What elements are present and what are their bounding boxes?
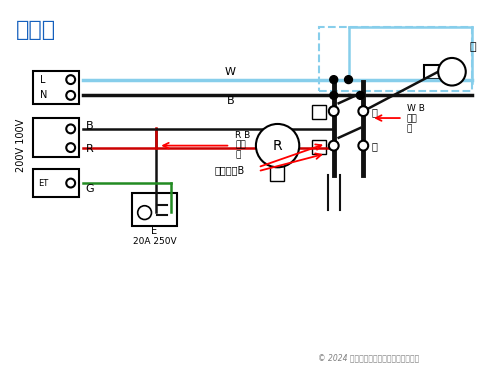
Text: N: N bbox=[40, 90, 48, 101]
FancyBboxPatch shape bbox=[424, 65, 452, 79]
Text: 複線図: 複線図 bbox=[16, 20, 56, 39]
Text: L: L bbox=[40, 75, 46, 85]
Circle shape bbox=[329, 106, 338, 116]
Text: W: W bbox=[225, 67, 236, 77]
FancyBboxPatch shape bbox=[312, 105, 326, 119]
Circle shape bbox=[358, 141, 368, 150]
Circle shape bbox=[330, 76, 338, 84]
Text: 可: 可 bbox=[406, 124, 412, 133]
Text: 可: 可 bbox=[235, 150, 240, 159]
Circle shape bbox=[330, 92, 338, 99]
Text: ロ: ロ bbox=[371, 142, 377, 152]
Text: G: G bbox=[86, 184, 94, 194]
Circle shape bbox=[66, 143, 75, 152]
Circle shape bbox=[358, 106, 368, 116]
Circle shape bbox=[344, 76, 352, 84]
Text: R: R bbox=[273, 139, 282, 153]
FancyBboxPatch shape bbox=[34, 118, 78, 158]
Text: E: E bbox=[152, 226, 158, 236]
FancyBboxPatch shape bbox=[132, 193, 177, 226]
Text: ET: ET bbox=[38, 178, 48, 188]
Text: わたり線B: わたり線B bbox=[214, 165, 245, 175]
Text: イ: イ bbox=[470, 42, 476, 52]
Text: B: B bbox=[86, 121, 93, 131]
Text: でも: でも bbox=[235, 141, 246, 150]
Text: B: B bbox=[226, 96, 234, 106]
FancyBboxPatch shape bbox=[34, 169, 78, 197]
Circle shape bbox=[356, 92, 364, 99]
FancyBboxPatch shape bbox=[34, 71, 78, 104]
Text: イ: イ bbox=[371, 107, 377, 117]
Circle shape bbox=[138, 206, 151, 219]
Text: 20A 250V: 20A 250V bbox=[132, 237, 176, 246]
Circle shape bbox=[256, 124, 300, 167]
Circle shape bbox=[438, 58, 466, 86]
Circle shape bbox=[66, 178, 75, 188]
Text: 200V 100V: 200V 100V bbox=[16, 119, 26, 172]
Circle shape bbox=[66, 75, 75, 84]
Text: R: R bbox=[86, 144, 93, 154]
FancyBboxPatch shape bbox=[312, 140, 326, 153]
FancyBboxPatch shape bbox=[270, 166, 284, 181]
Text: W B: W B bbox=[406, 104, 424, 113]
Circle shape bbox=[329, 141, 338, 150]
Circle shape bbox=[66, 91, 75, 100]
Text: © 2024 いろいろいんふぁ。無断使用禁止: © 2024 いろいろいんふぁ。無断使用禁止 bbox=[318, 353, 419, 362]
Text: でも: でも bbox=[406, 114, 418, 123]
Circle shape bbox=[66, 124, 75, 134]
Text: R B: R B bbox=[235, 131, 250, 140]
